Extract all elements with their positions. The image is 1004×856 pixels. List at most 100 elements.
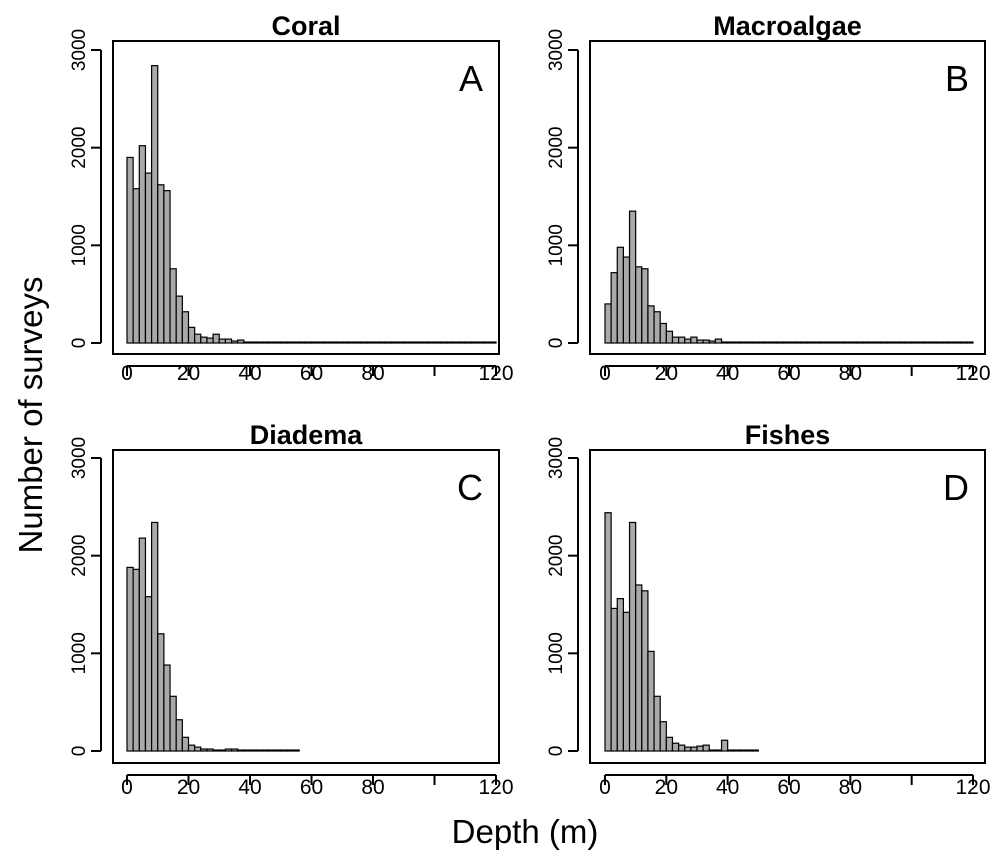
x-tick-label: 60 <box>777 362 800 385</box>
histogram-bar <box>224 748 233 752</box>
panel-letter: D <box>943 467 969 508</box>
histogram-bar <box>452 341 460 344</box>
histogram-bar <box>671 336 680 344</box>
histogram-bar <box>628 210 637 344</box>
y-tick-label: 0 <box>546 746 567 757</box>
y-axis-label: Number of surveys <box>12 277 49 554</box>
panel-title: Fishes <box>745 420 831 450</box>
histogram-bar <box>653 695 661 752</box>
histogram-bar <box>126 156 134 344</box>
y-tick-label: 0 <box>546 338 567 349</box>
histogram-bar <box>335 341 343 344</box>
histogram-bar <box>935 341 943 344</box>
histogram-bar <box>243 341 251 344</box>
histogram-bar <box>702 339 710 344</box>
x-tick-label: 40 <box>238 776 261 799</box>
histogram-bar <box>831 341 839 344</box>
histogram-bar <box>433 341 442 344</box>
histogram-bar <box>292 341 300 344</box>
histogram-bar <box>249 749 257 752</box>
histogram-bar <box>280 749 288 752</box>
histogram-bar <box>397 341 405 344</box>
histogram-bar <box>653 311 661 344</box>
histogram-bar <box>953 341 962 344</box>
histogram-bar <box>855 341 864 344</box>
panel-letter: C <box>457 467 483 508</box>
histogram-bar <box>274 749 282 752</box>
histogram-bar <box>427 341 436 344</box>
x-tick-label: 40 <box>716 776 739 799</box>
histogram-bar <box>390 341 399 344</box>
histogram-bar <box>169 268 177 344</box>
histogram-bar <box>911 341 919 344</box>
histogram-bar <box>868 341 876 344</box>
histogram-bar <box>794 341 802 344</box>
histogram-bar <box>341 341 350 344</box>
histogram-bar <box>745 749 753 752</box>
histogram-bar <box>255 341 263 344</box>
histogram-bar <box>714 749 723 752</box>
x-tick-label: 60 <box>777 776 800 799</box>
histogram-bar <box>274 341 282 344</box>
histogram-bar <box>181 311 190 344</box>
histogram-bar <box>739 749 747 752</box>
y-tick-label: 0 <box>69 746 90 757</box>
histogram-bar <box>941 341 950 344</box>
histogram-bar <box>812 341 821 344</box>
histogram-bar <box>684 338 692 344</box>
histogram-bar <box>255 749 263 752</box>
histogram-bar <box>212 749 220 752</box>
plot-frame <box>589 40 986 355</box>
histogram-bar <box>769 341 778 344</box>
histogram-bar <box>616 598 624 752</box>
x-tick-label: 40 <box>716 362 739 385</box>
histogram-bar <box>206 748 214 752</box>
histogram-bar <box>175 295 183 344</box>
histogram-bar <box>641 268 649 344</box>
histogram-bar <box>720 341 729 344</box>
histogram-bar <box>720 739 729 752</box>
histogram-bar <box>659 322 667 344</box>
histogram-bar <box>690 746 698 752</box>
histogram-bar <box>421 341 429 344</box>
x-tick-label: 120 <box>478 362 513 385</box>
plot-frame <box>112 449 500 764</box>
histogram-bar <box>415 341 423 344</box>
histogram-bar <box>929 341 937 344</box>
x-tick-label: 60 <box>300 362 323 385</box>
histogram-bar <box>739 341 747 344</box>
y-tick-label: 2000 <box>69 535 90 577</box>
x-tick-label: 0 <box>121 776 133 799</box>
histogram-bar <box>409 341 417 344</box>
histogram-bar <box>696 745 704 752</box>
histogram-bar <box>304 341 313 344</box>
histogram-bar <box>800 341 808 344</box>
histogram-bar <box>604 512 612 752</box>
histogram-bar <box>323 341 331 344</box>
histogram-bar <box>144 596 153 752</box>
histogram-bar <box>610 272 618 344</box>
histogram-bar <box>745 341 753 344</box>
histogram-bar <box>187 744 196 752</box>
histogram-bar <box>684 746 692 752</box>
histogram-bar <box>622 256 631 344</box>
histogram-bar <box>677 336 686 344</box>
histogram-bar <box>200 336 208 344</box>
histogram-bar <box>132 188 140 344</box>
x-tick-label: 60 <box>300 776 323 799</box>
histogram-bar <box>218 338 227 344</box>
histogram-bar <box>489 341 497 344</box>
histogram-bar <box>138 537 147 752</box>
histogram-bar <box>708 340 716 344</box>
histogram-bar <box>224 338 233 344</box>
y-tick-label: 2000 <box>546 127 567 169</box>
panel-c: Diadema C 0 20 40 60 80 120 0 1000 2000 3000 <box>69 420 514 799</box>
histogram-bar <box>892 341 900 344</box>
histogram-bar <box>458 341 466 344</box>
histogram-bar <box>230 340 239 344</box>
y-tick-label: 1000 <box>546 632 567 674</box>
x-tick-label: 0 <box>599 776 611 799</box>
histogram-bar <box>947 341 956 344</box>
histogram-bar <box>212 333 220 344</box>
histogram-bar <box>708 749 716 752</box>
